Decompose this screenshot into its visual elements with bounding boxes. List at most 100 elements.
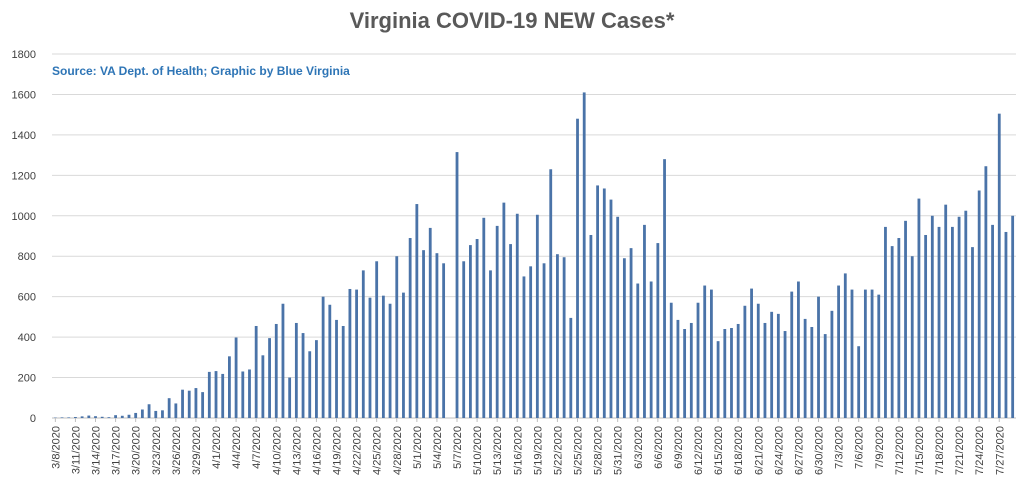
bar: [482, 217, 486, 418]
bar: [67, 417, 71, 418]
bar: [776, 313, 780, 418]
y-tick-label: 1400: [12, 130, 36, 142]
x-tick-label: 4/4/2020: [231, 426, 243, 469]
bar: [435, 253, 439, 418]
bar: [924, 234, 928, 418]
bar: [355, 289, 358, 418]
bar: [489, 270, 492, 418]
x-tick-label: 4/10/2020: [271, 426, 283, 475]
bar: [984, 166, 988, 418]
x-tick-label: 7/12/2020: [894, 426, 906, 475]
bar: [388, 303, 392, 418]
bar: [803, 318, 807, 418]
bar: [783, 331, 787, 418]
bar: [991, 224, 994, 418]
x-tick-label: 5/25/2020: [573, 426, 585, 475]
bar: [897, 238, 901, 418]
bar: [274, 323, 278, 418]
bar: [455, 152, 459, 418]
bar: [147, 404, 151, 418]
x-tick-label: 4/19/2020: [332, 426, 344, 475]
bar: [294, 322, 298, 418]
bar: [636, 283, 640, 418]
bar: [884, 226, 887, 418]
x-tick-label: 7/15/2020: [914, 426, 926, 475]
bar: [328, 304, 332, 418]
bar: [228, 356, 231, 418]
x-tick-label: 6/3/2020: [633, 426, 645, 469]
bar: [596, 185, 599, 418]
bar: [750, 288, 753, 418]
bar: [154, 410, 158, 418]
bar: [951, 226, 954, 418]
bar: [649, 281, 653, 418]
x-tick-label: 6/15/2020: [713, 426, 725, 475]
y-tick-label: 800: [18, 251, 36, 263]
bar: [977, 190, 981, 418]
x-tick-label: 6/21/2020: [753, 426, 765, 475]
y-tick-label: 0: [30, 413, 36, 425]
x-tick-label: 6/18/2020: [733, 426, 745, 475]
bar: [100, 416, 104, 418]
bar: [469, 245, 472, 418]
bar: [609, 199, 613, 418]
bar: [656, 243, 660, 418]
x-tick-label: 5/13/2020: [492, 426, 504, 475]
bar: [167, 398, 171, 418]
bar: [870, 289, 874, 418]
bar: [797, 281, 800, 418]
bar: [408, 238, 412, 418]
y-tick-label: 200: [18, 373, 36, 385]
bar: [181, 389, 184, 418]
bar: [248, 369, 251, 418]
bar: [763, 322, 767, 418]
bar: [341, 325, 345, 418]
bar: [790, 291, 794, 418]
bar: [569, 317, 573, 418]
x-tick-label: 6/6/2020: [653, 426, 665, 469]
bar: [315, 340, 318, 418]
x-tick-label: 7/24/2020: [974, 426, 986, 475]
x-tick-label: 5/19/2020: [532, 426, 544, 475]
bar: [810, 327, 814, 418]
bar: [542, 263, 546, 418]
bar: [381, 295, 385, 418]
bar: [335, 319, 338, 418]
bar: [723, 329, 727, 418]
x-tick-label: 6/24/2020: [773, 426, 785, 475]
bar: [207, 371, 211, 418]
bar: [710, 289, 713, 418]
y-tick-label: 1000: [12, 211, 36, 223]
x-tick-label: 3/14/2020: [91, 426, 103, 475]
x-tick-label: 4/13/2020: [291, 426, 303, 475]
y-tick-label: 1800: [12, 49, 36, 61]
bar: [281, 303, 285, 418]
bar: [957, 216, 961, 418]
y-tick-label: 1200: [12, 170, 36, 182]
x-tick-label: 4/7/2020: [251, 426, 263, 469]
bar: [187, 390, 191, 418]
bar: [556, 254, 559, 418]
bar: [288, 377, 292, 418]
bar: [254, 325, 258, 418]
x-tick-label: 3/20/2020: [131, 426, 143, 475]
bar: [114, 415, 117, 418]
x-tick-label: 3/11/2020: [70, 426, 82, 474]
x-tick-label: 5/7/2020: [452, 426, 464, 469]
x-tick-label: 6/9/2020: [673, 426, 685, 469]
bar: [375, 261, 379, 418]
x-tick-label: 5/28/2020: [593, 426, 605, 475]
x-tick-label: 5/22/2020: [552, 426, 564, 475]
bar: [843, 273, 847, 418]
bar: [616, 216, 620, 418]
bar: [462, 261, 466, 418]
bar: [107, 417, 111, 418]
y-tick-label: 400: [18, 332, 36, 344]
bar: [60, 417, 64, 418]
bar: [261, 355, 265, 418]
bar: [221, 373, 225, 418]
bar: [629, 248, 633, 418]
bar: [140, 409, 144, 418]
bar: [522, 276, 526, 418]
